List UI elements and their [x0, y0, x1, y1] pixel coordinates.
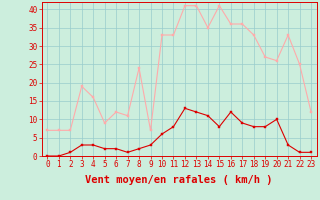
- X-axis label: Vent moyen/en rafales ( km/h ): Vent moyen/en rafales ( km/h ): [85, 175, 273, 185]
